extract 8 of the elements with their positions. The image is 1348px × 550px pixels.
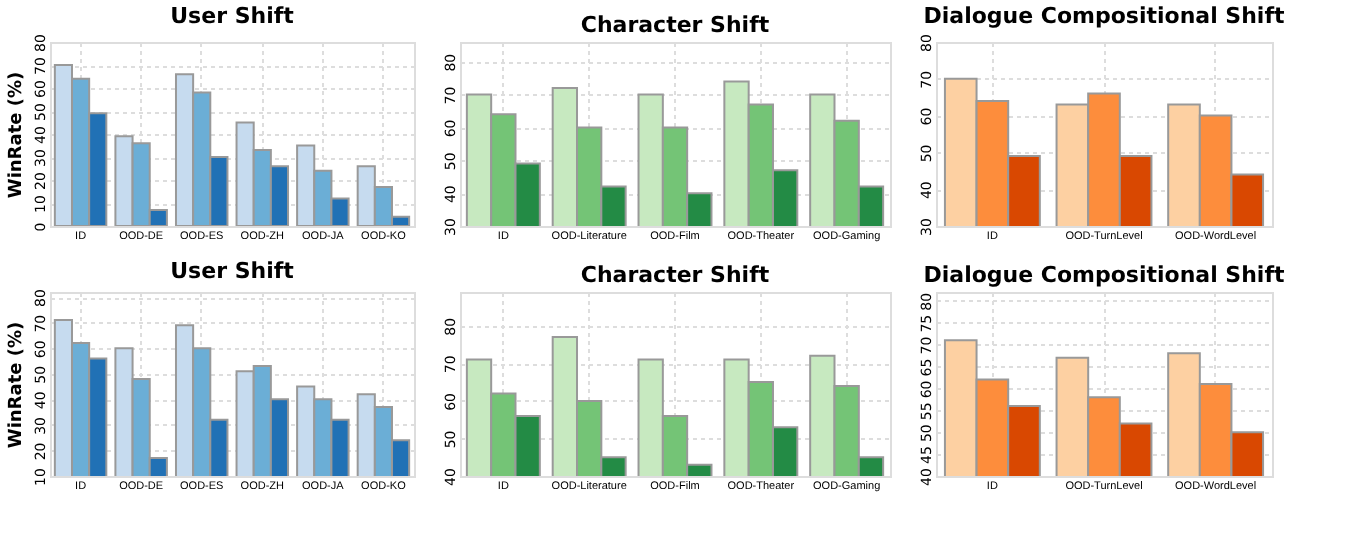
y-axis-title: WinRate (%) xyxy=(7,321,27,449)
chart-title: Dialogue Compositional Shift xyxy=(923,261,1285,288)
y-axis-title: WinRate (%) xyxy=(7,71,27,199)
chart-title: User Shift xyxy=(170,258,294,285)
chart-title: Character Shift xyxy=(580,12,770,38)
chart-title: User Shift xyxy=(170,3,294,30)
chart-title: Dialogue Compositional Shift xyxy=(923,3,1285,30)
chart-title: Character Shift xyxy=(580,262,770,288)
